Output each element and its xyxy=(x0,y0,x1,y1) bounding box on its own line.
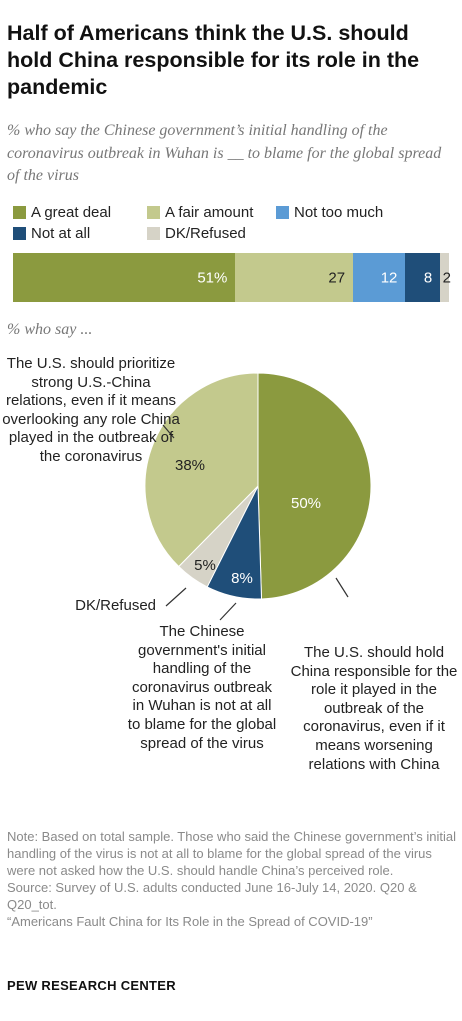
legend-swatch xyxy=(147,227,160,240)
legend-swatch xyxy=(276,206,289,219)
leader-line-hold-responsible xyxy=(335,577,349,598)
bar-data-label: 2 xyxy=(442,269,451,286)
pie-annotation-not-at-all: The Chinese government's initial handlin… xyxy=(127,623,277,752)
legend-label: Not too much xyxy=(294,204,384,221)
pie-annotation-prioritize: The U.S. should prioritize strong U.S.-C… xyxy=(2,355,180,465)
leader-line-dk xyxy=(165,587,187,607)
legend-label: DK/Refused xyxy=(165,225,246,242)
bar-data-label: 12 xyxy=(380,269,398,286)
notes: Note: Based on total sample. Those who s… xyxy=(7,828,457,930)
bar-data-label: 27 xyxy=(328,269,346,286)
legend-label: Not at all xyxy=(31,225,91,242)
chart-subtitle: % who say the Chinese government’s initi… xyxy=(7,122,442,184)
bar-segment-not-at-all: 8 xyxy=(405,253,441,302)
bar-data-label: 8 xyxy=(423,269,433,286)
legend-swatch xyxy=(13,227,26,240)
legend-item-not-too-much: Not too much xyxy=(276,204,383,221)
note-text: Note: Based on total sample. Those who s… xyxy=(7,829,457,878)
pie-label-dk-refused: 5% xyxy=(194,557,216,574)
legend-label: A fair amount xyxy=(165,204,254,221)
leader-line-prioritize xyxy=(162,424,175,439)
legend-swatch xyxy=(147,206,160,219)
legend-item-great-deal: A great deal xyxy=(13,204,111,221)
pie-subtitle: % who say ... xyxy=(7,321,93,338)
bar-segment-dk-refused: 2 xyxy=(440,253,451,302)
brand-logo-text: PEW RESEARCH CENTER xyxy=(7,978,176,993)
report-title: “Americans Fault China for Its Role in t… xyxy=(7,914,373,929)
legend-item-fair-amount: A fair amount xyxy=(147,204,253,221)
pie-annotation-hold-responsible: The U.S. should hold China responsible f… xyxy=(290,644,458,773)
pie-slice-0 xyxy=(257,372,372,600)
chart-title: Half of Americans think the U.S. should … xyxy=(7,21,420,99)
leader-line-not-at-all xyxy=(219,602,237,621)
bar-segment-great-deal: 51% xyxy=(13,253,236,302)
legend-label: A great deal xyxy=(31,204,112,221)
bar-data-label: 51% xyxy=(197,269,228,286)
bar-segment-fair-amount: 27 xyxy=(235,253,354,302)
pie-slice-3 xyxy=(144,372,259,568)
source-text: Source: Survey of U.S. adults conducted … xyxy=(7,880,417,912)
pie-annotation-dk-refused: DK/Refused xyxy=(75,597,156,614)
pie-label-hold-responsible: 50% xyxy=(291,495,321,512)
legend-swatch xyxy=(13,206,26,219)
bar-segment-not-too-much: 12 xyxy=(353,253,406,302)
legend-item-not-at-all: Not at all xyxy=(13,225,90,242)
stacked-bar: 51% 27 12 8 2 xyxy=(13,253,451,302)
pie-chart: 50% 8% 5% 38% xyxy=(144,372,372,621)
legend-item-dk-refused: DK/Refused xyxy=(147,225,246,242)
pie-label-not-at-all: 8% xyxy=(231,570,253,587)
pie-label-prioritize: 38% xyxy=(175,457,205,474)
